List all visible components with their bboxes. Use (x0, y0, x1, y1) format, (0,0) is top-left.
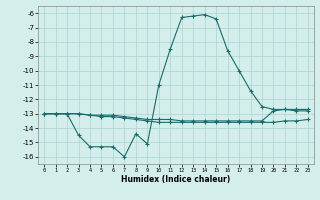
X-axis label: Humidex (Indice chaleur): Humidex (Indice chaleur) (121, 175, 231, 184)
